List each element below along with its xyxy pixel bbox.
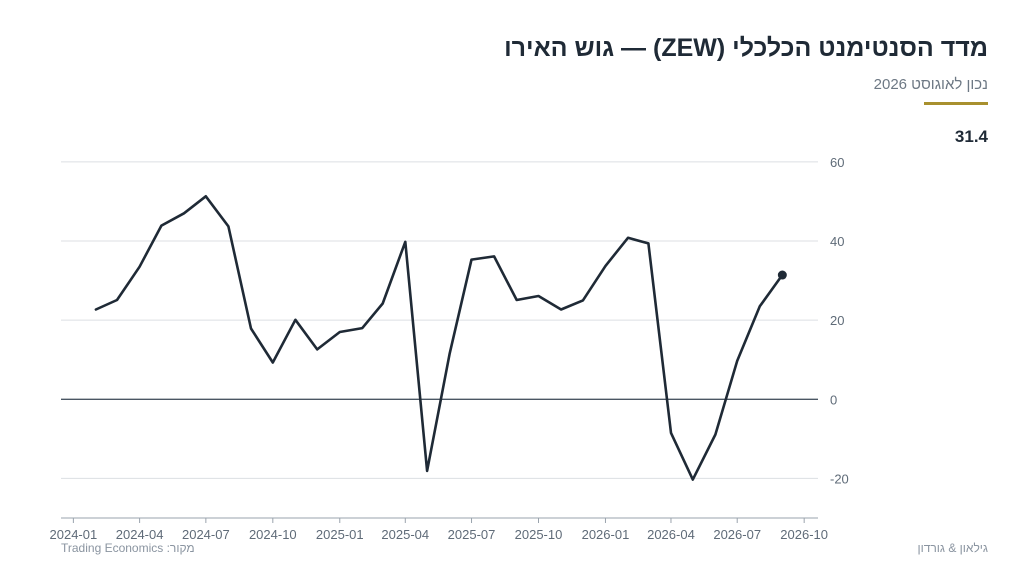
series-layer xyxy=(94,195,787,481)
x-axis: 2024-01 2024-04 2024-07 2024-10 2025-01 2025-… xyxy=(50,517,828,542)
y-tick-label: 60 xyxy=(830,155,844,170)
y-axis: 60 40 20 0 -20 xyxy=(830,155,849,487)
x-tick-label: 2026-04 xyxy=(647,527,695,542)
x-tick-label: 2024-07 xyxy=(182,527,230,542)
x-tick-label: 2025-10 xyxy=(515,527,563,542)
x-tick-label: 2025-04 xyxy=(381,527,429,542)
x-tick-label: 2026-10 xyxy=(780,527,828,542)
x-tick-label: 2024-01 xyxy=(50,527,98,542)
y-tick-label: -20 xyxy=(830,471,849,486)
gridlines xyxy=(61,161,818,479)
last-point-marker xyxy=(777,270,787,280)
accent-bar xyxy=(924,102,988,105)
x-tick-label: 2025-01 xyxy=(316,527,364,542)
y-tick-label: 40 xyxy=(830,234,844,249)
y-tick-label: 20 xyxy=(830,313,844,328)
x-tick-label: 2024-10 xyxy=(249,527,297,542)
source-note: מקור: Trading Economics xyxy=(61,541,195,555)
series-line xyxy=(94,195,784,481)
x-tick-label: 2024-04 xyxy=(116,527,164,542)
y-tick-label: 0 xyxy=(830,392,837,407)
chart-title: מדד הסנטימנט הכלכלי (ZEW) — גוש האירו xyxy=(504,34,988,62)
x-tick-label: 2026-07 xyxy=(713,527,761,542)
brand-name: גילאון & גורדון xyxy=(917,541,988,555)
latest-value: 31.4 xyxy=(954,127,988,146)
x-tick-label: 2026-01 xyxy=(582,527,630,542)
x-tick-label: 2025-07 xyxy=(448,527,496,542)
chart-subtitle: נכון לאוגוסט 2026 xyxy=(873,76,988,93)
